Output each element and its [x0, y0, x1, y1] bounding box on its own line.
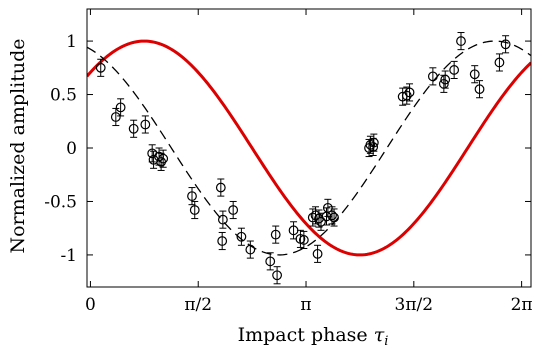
data-point [316, 212, 326, 231]
data-point [265, 252, 276, 271]
data-point [217, 210, 228, 229]
data-point [368, 133, 379, 152]
data-point [469, 65, 480, 84]
point-marker [368, 137, 379, 148]
data-point [427, 67, 438, 86]
x-tick-label: 3π/2 [395, 295, 434, 315]
data-point [474, 80, 485, 99]
data-point [449, 60, 460, 79]
point-marker [401, 90, 412, 101]
x-axis-title-subscript: i [384, 334, 388, 349]
point-marker [272, 270, 282, 281]
data-point [312, 244, 323, 263]
point-marker [115, 102, 126, 113]
point-marker [265, 256, 276, 267]
point-marker [307, 212, 318, 223]
plot-area [87, 32, 531, 285]
x-tick-label: 0 [85, 295, 96, 315]
y-axis-title: Normalized amplitude [7, 38, 29, 253]
point-marker [449, 65, 460, 75]
data-point [236, 227, 247, 246]
x-tick-label: 2π [511, 295, 533, 315]
axis-ticks: 0 π/2 π 3π/2 2π 1 0.5 0 -0.5 -1 [44, 8, 533, 315]
data-point [187, 187, 197, 206]
point-marker [404, 87, 415, 98]
data-point [298, 230, 309, 250]
y-tick-label: 0 [66, 139, 77, 159]
data-point [158, 149, 169, 168]
point-marker [469, 69, 480, 80]
point-marker [140, 119, 151, 130]
point-marker [187, 191, 197, 202]
series-red-sine [87, 39, 531, 257]
point-marker [228, 205, 239, 215]
x-axis-title-symbol: τ [374, 324, 385, 346]
point-marker [312, 248, 323, 259]
point-marker [236, 231, 247, 242]
point-marker [245, 244, 256, 255]
point-marker [189, 205, 200, 215]
y-tick-label: 0.5 [50, 86, 77, 106]
point-marker [474, 84, 485, 95]
data-point [95, 58, 106, 77]
point-marker [128, 123, 139, 134]
point-marker [327, 210, 337, 221]
data-point [456, 32, 466, 51]
point-marker [217, 214, 228, 225]
data-point [295, 229, 306, 248]
point-marker [427, 71, 438, 82]
point-marker [270, 229, 281, 240]
data-point [228, 200, 239, 220]
data-point [329, 208, 339, 227]
data-point [128, 119, 139, 138]
y-tick-label: -1 [60, 246, 77, 266]
point-marker [310, 210, 321, 221]
point-marker [215, 182, 226, 193]
x-axis-title: Impact phase τi [238, 324, 389, 349]
point-marker [158, 153, 169, 164]
data-point [115, 98, 126, 117]
point-marker [110, 112, 121, 122]
point-marker [500, 39, 511, 50]
data-point [215, 178, 226, 197]
point-marker [440, 74, 451, 85]
data-point [500, 35, 511, 54]
point-marker [95, 62, 106, 73]
data-point [494, 53, 505, 72]
point-marker [329, 212, 339, 223]
y-tick-label: -0.5 [44, 192, 77, 212]
data-point [217, 231, 228, 251]
point-marker [456, 36, 466, 46]
y-tick-label: 1 [66, 32, 77, 52]
x-tick-label: π [300, 295, 311, 315]
x-tick-label: π/2 [184, 295, 212, 315]
point-marker [217, 236, 228, 246]
data-point [270, 225, 281, 244]
x-axis-title-text: Impact phase [238, 324, 374, 346]
point-marker [494, 57, 505, 68]
series-dashed-fit [87, 40, 531, 256]
point-marker [298, 235, 309, 245]
data-point [404, 83, 415, 102]
data-point [272, 266, 282, 285]
data-point [110, 107, 121, 127]
data-point [189, 200, 200, 220]
data-point [140, 115, 151, 134]
point-marker [316, 216, 326, 227]
data-point [245, 240, 256, 259]
data-point [440, 70, 451, 89]
